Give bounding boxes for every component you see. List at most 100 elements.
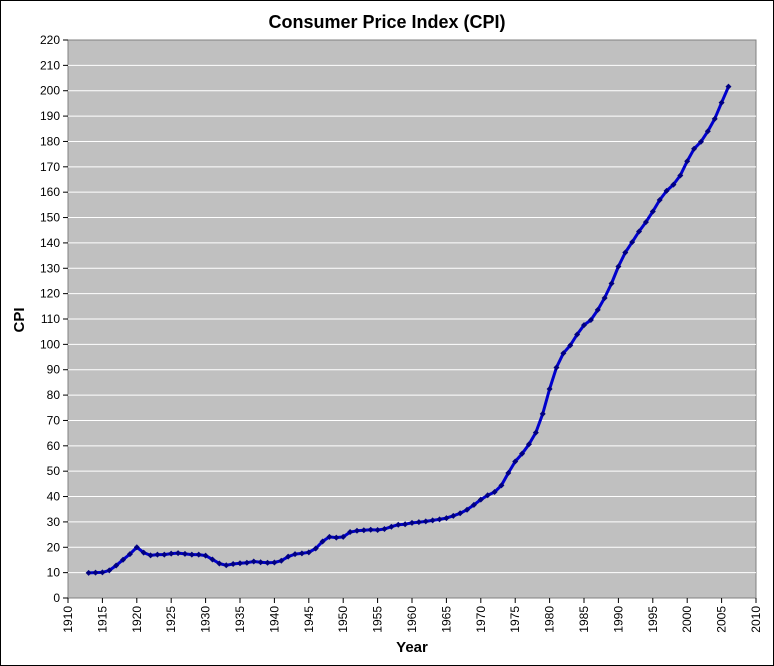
data-point [312,545,319,552]
gridlines [68,64,756,574]
x-tick-label: 1955 [371,606,385,633]
data-point [567,342,574,349]
y-tick-label: 60 [47,439,61,453]
data-point [147,552,154,559]
data-point [532,429,539,436]
data-point [512,458,519,465]
data-point [553,364,560,371]
data-point [237,560,243,567]
data-point [305,549,312,556]
y-tick-label: 0 [53,591,60,605]
data-point [278,557,285,564]
y-tick-label: 90 [47,363,61,377]
data-point [546,386,553,393]
data-point [154,551,161,558]
data-point [422,518,429,525]
data-point [670,181,677,188]
data-point [622,249,629,256]
data-point [319,538,326,545]
data-point [388,523,395,530]
x-tick-label: 1960 [405,606,419,633]
data-point [367,526,374,533]
data-point [140,549,147,556]
data-point [126,551,133,558]
data-point [594,306,601,313]
x-axis-ticks: 1910 1915 1920 1925 1930 1935 1940 1945 1950 1955… [61,598,763,633]
data-point [113,562,120,569]
data-point [697,138,704,145]
data-point [691,145,698,152]
data-point [340,533,347,540]
y-tick-label: 170 [40,160,60,174]
data-point [429,517,436,524]
series-group [85,83,732,576]
y-tick-label: 100 [40,337,60,351]
data-point [608,280,615,287]
data-point [415,519,422,526]
data-point [560,350,567,357]
data-point [450,512,457,519]
x-tick-label: 1970 [474,606,488,633]
y-tick-label: 10 [47,566,61,580]
y-tick-label: 150 [40,211,60,225]
data-point [649,208,656,215]
y-tick-label: 180 [40,134,60,148]
data-point [711,115,718,122]
data-point [436,516,443,523]
data-point [223,562,230,569]
data-point [402,521,409,528]
x-tick-label: 1915 [95,606,109,633]
data-point [85,569,92,576]
data-point [120,556,127,563]
data-point [381,526,388,533]
data-point [656,197,663,204]
y-tick-label: 160 [40,185,60,199]
series-line [88,86,730,575]
data-point [257,559,264,566]
data-point [663,187,670,194]
data-point [491,488,498,495]
y-tick-label: 30 [47,515,61,529]
data-point [677,172,684,179]
y-tick-label: 50 [47,464,61,478]
data-point [539,410,546,417]
y-tick-label: 210 [40,58,60,72]
data-point [574,331,581,338]
data-point [264,559,271,566]
data-point [519,450,526,457]
data-point [684,158,691,165]
data-point [477,496,484,503]
x-tick-label: 1995 [646,606,660,633]
data-point [271,559,278,566]
y-axis-label: CPI [11,307,28,332]
data-point [209,556,216,563]
data-point [298,550,305,557]
x-tick-label: 1925 [164,606,178,633]
chart-title: Consumer Price Index (CPI) [268,12,505,32]
data-point [718,99,725,106]
data-point [484,492,491,499]
data-point [636,228,643,235]
data-point [505,469,512,476]
data-point [470,501,477,508]
y-tick-label: 120 [40,287,60,301]
y-tick-label: 110 [41,312,60,326]
x-axis-label: Year [396,639,428,656]
data-point [161,551,168,558]
x-tick-label: 1930 [199,606,213,633]
y-tick-label: 80 [47,388,61,402]
data-point [498,482,505,489]
y-tick-label: 220 [40,33,60,47]
y-tick-label: 40 [47,490,61,504]
data-point [326,533,333,540]
data-point [92,569,99,576]
data-point [725,83,732,90]
data-point [409,519,415,526]
x-tick-label: 1990 [611,606,625,633]
x-tick-label: 1985 [577,606,591,633]
data-point [587,317,594,324]
y-axis-ticks: 0 10 20 30 40 50 60 70 80 90 100 110 120 130 140 150 160… [40,33,68,605]
x-tick-label: 1965 [439,606,453,633]
y-tick-label: 70 [47,413,61,427]
